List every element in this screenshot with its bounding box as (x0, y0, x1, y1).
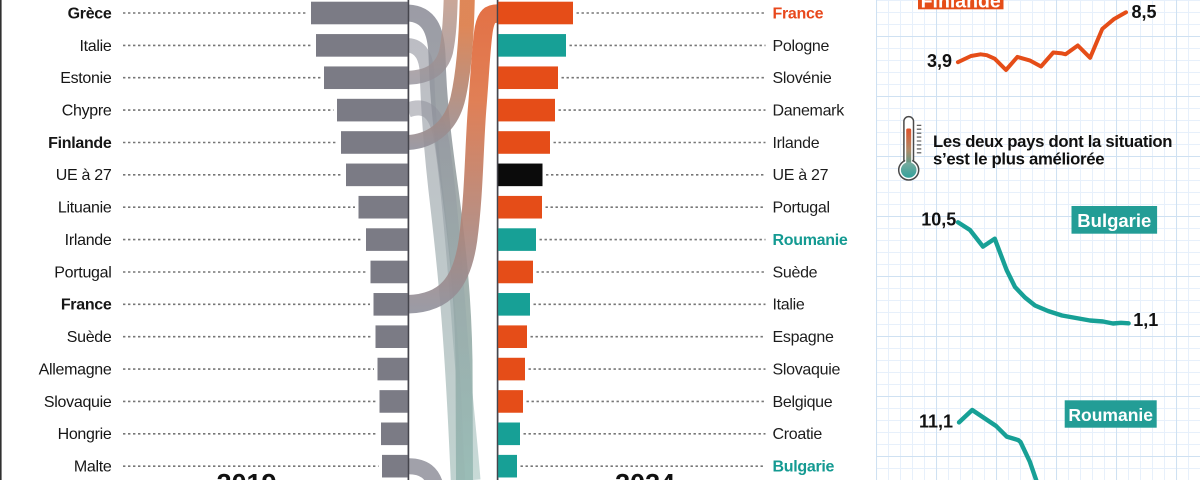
svg-text:Grèce: Grèce (68, 5, 112, 22)
svg-text:Slovaquie: Slovaquie (44, 394, 112, 411)
svg-text:Bulgarie: Bulgarie (1077, 210, 1151, 231)
svg-text:Hongrie: Hongrie (58, 426, 112, 443)
svg-text:10,5: 10,5 (921, 210, 956, 230)
svg-text:Portugal: Portugal (773, 200, 830, 217)
svg-text:Estonie: Estonie (60, 70, 112, 87)
svg-text:8,5: 8,5 (1132, 2, 1157, 22)
svg-text:Irlande: Irlande (65, 232, 112, 249)
svg-text:2024: 2024 (615, 469, 675, 480)
svg-text:UE à 27: UE à 27 (56, 167, 112, 184)
svg-text:Italie: Italie (773, 297, 805, 314)
svg-text:11,1: 11,1 (919, 412, 953, 432)
svg-text:Lituanie: Lituanie (58, 200, 112, 217)
svg-text:UE à 27: UE à 27 (773, 167, 829, 184)
svg-text:France: France (773, 5, 824, 22)
svg-text:France: France (61, 297, 112, 314)
svg-text:Danemark: Danemark (773, 103, 846, 120)
svg-text:Irlande: Irlande (773, 135, 820, 152)
svg-text:Croatie: Croatie (773, 426, 823, 443)
svg-text:Roumanie: Roumanie (773, 232, 848, 249)
svg-text:Pologne: Pologne (773, 38, 830, 55)
svg-text:Les deux pays dont la situatio: Les deux pays dont la situation (933, 132, 1172, 151)
svg-text:Finlande: Finlande (48, 135, 112, 152)
svg-text:Espagne: Espagne (773, 329, 834, 346)
svg-text:Allemagne: Allemagne (39, 362, 112, 379)
svg-text:Portugal: Portugal (54, 264, 111, 281)
svg-text:2019: 2019 (216, 469, 276, 480)
svg-text:Malte: Malte (74, 459, 112, 476)
svg-text:Bulgarie: Bulgarie (773, 459, 835, 476)
svg-text:Chypre: Chypre (62, 103, 112, 120)
svg-text:Belgique: Belgique (773, 394, 833, 411)
svg-text:Italie: Italie (80, 38, 112, 55)
svg-text:Slovaquie: Slovaquie (773, 362, 841, 379)
svg-text:1,1: 1,1 (1133, 310, 1158, 330)
svg-text:Finlande: Finlande (921, 0, 1001, 13)
svg-text:Suède: Suède (773, 264, 818, 281)
svg-text:Slovénie: Slovénie (773, 70, 832, 87)
svg-text:s’est le plus améliorée: s’est le plus améliorée (933, 150, 1104, 169)
svg-text:Roumanie: Roumanie (1068, 405, 1153, 425)
svg-text:Suède: Suède (67, 329, 112, 346)
svg-text:3,9: 3,9 (927, 51, 952, 71)
